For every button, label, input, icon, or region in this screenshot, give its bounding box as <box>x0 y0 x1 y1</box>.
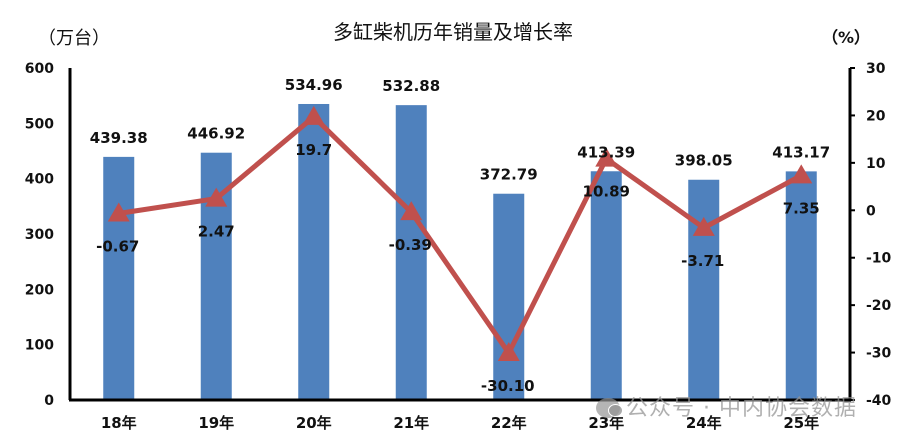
category-label: 24年 <box>686 414 722 432</box>
bar-value-label: 372.79 <box>480 166 538 184</box>
right-tick-label: -30 <box>866 346 892 362</box>
bar-value-label: 413.17 <box>772 143 830 161</box>
right-tick-label: -20 <box>866 298 892 314</box>
bar-series <box>103 103 817 400</box>
category-label: 25年 <box>783 414 819 432</box>
triangle-marker <box>302 105 325 125</box>
triangle-marker <box>790 164 813 184</box>
bar <box>103 156 135 400</box>
growth-line <box>118 114 803 356</box>
bar-value-label: 439.38 <box>90 129 148 147</box>
growth-value-label: 10.89 <box>583 183 630 201</box>
growth-value-label: 2.47 <box>198 223 235 241</box>
category-label: 21年 <box>393 414 429 432</box>
bar <box>493 193 525 400</box>
bar <box>395 105 427 400</box>
growth-value-label: -30.10 <box>481 377 535 395</box>
left-tick-label: 300 <box>25 227 54 243</box>
left-tick-label: 200 <box>25 282 54 298</box>
right-tick-label: 20 <box>866 108 886 124</box>
bar-value-label: 532.88 <box>382 77 440 95</box>
bar-value-label: 534.96 <box>285 76 343 94</box>
bar-value-label: 413.39 <box>577 143 635 161</box>
left-tick-label: 600 <box>25 61 54 77</box>
left-tick-label: 500 <box>25 116 54 132</box>
growth-value-label: 19.7 <box>295 141 332 159</box>
category-label: 19年 <box>198 414 234 432</box>
triangle-marker <box>400 201 423 221</box>
right-tick-label: -40 <box>866 393 892 409</box>
left-tick-label: 400 <box>25 172 54 188</box>
growth-value-label: -0.67 <box>96 237 139 255</box>
data-labels: 439.38 446.92 534.96 532.88 372.79 413.39 398.… <box>90 76 830 395</box>
growth-value-label: 7.35 <box>783 199 820 217</box>
left-tick-label: 100 <box>25 338 54 354</box>
category-label: 23年 <box>588 414 624 432</box>
bar <box>590 171 622 400</box>
bar <box>688 179 720 400</box>
category-label: 20年 <box>296 414 332 432</box>
right-tick-label: -10 <box>866 251 892 267</box>
right-axis-unit: （%） <box>822 28 871 47</box>
bar-value-label: 398.05 <box>675 152 733 170</box>
watermark-text: 公众号 · 中内协会数据 <box>626 396 857 421</box>
growth-value-label: -0.39 <box>389 236 432 254</box>
line-series <box>107 105 813 362</box>
growth-value-label: -3.71 <box>681 252 724 270</box>
right-tick-label: 30 <box>866 61 886 77</box>
triangle-marker <box>497 342 520 362</box>
right-tick-label: 10 <box>866 156 886 172</box>
triangle-marker <box>107 202 130 222</box>
left-tick-label: 0 <box>44 393 54 409</box>
triangle-marker <box>692 216 715 236</box>
watermark: 公众号 · 中内协会数据 <box>596 390 857 422</box>
category-label: 18年 <box>101 414 137 432</box>
bar <box>785 171 817 400</box>
bar-value-label: 446.92 <box>187 125 245 143</box>
bar <box>298 103 330 400</box>
right-tick-label: 0 <box>866 203 876 219</box>
category-label: 22年 <box>491 414 527 432</box>
chart-title: 多缸柴机历年销量及增长率 <box>333 20 573 44</box>
left-axis-unit: （万台） <box>38 28 110 49</box>
wechat-icon <box>596 398 623 418</box>
triangle-marker <box>205 187 228 207</box>
triangle-marker <box>595 147 618 167</box>
